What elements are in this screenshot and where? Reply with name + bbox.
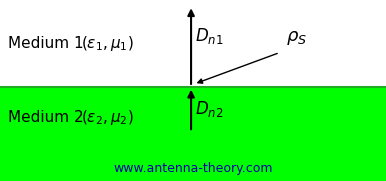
Text: Medium 2: Medium 2 bbox=[8, 110, 83, 125]
Text: $\rho_S$: $\rho_S$ bbox=[286, 29, 306, 47]
Text: $(\varepsilon_2, \mu_2)$: $(\varepsilon_2, \mu_2)$ bbox=[81, 108, 134, 127]
Bar bbox=[0, 87, 386, 181]
Text: $(\varepsilon_1, \mu_1)$: $(\varepsilon_1, \mu_1)$ bbox=[81, 34, 134, 53]
Text: Medium 1: Medium 1 bbox=[8, 36, 83, 51]
Bar bbox=[0, 0, 386, 87]
Text: $D_{n2}$: $D_{n2}$ bbox=[195, 99, 223, 119]
Text: www.antenna-theory.com: www.antenna-theory.com bbox=[113, 162, 273, 175]
Text: $D_{n1}$: $D_{n1}$ bbox=[195, 26, 223, 46]
